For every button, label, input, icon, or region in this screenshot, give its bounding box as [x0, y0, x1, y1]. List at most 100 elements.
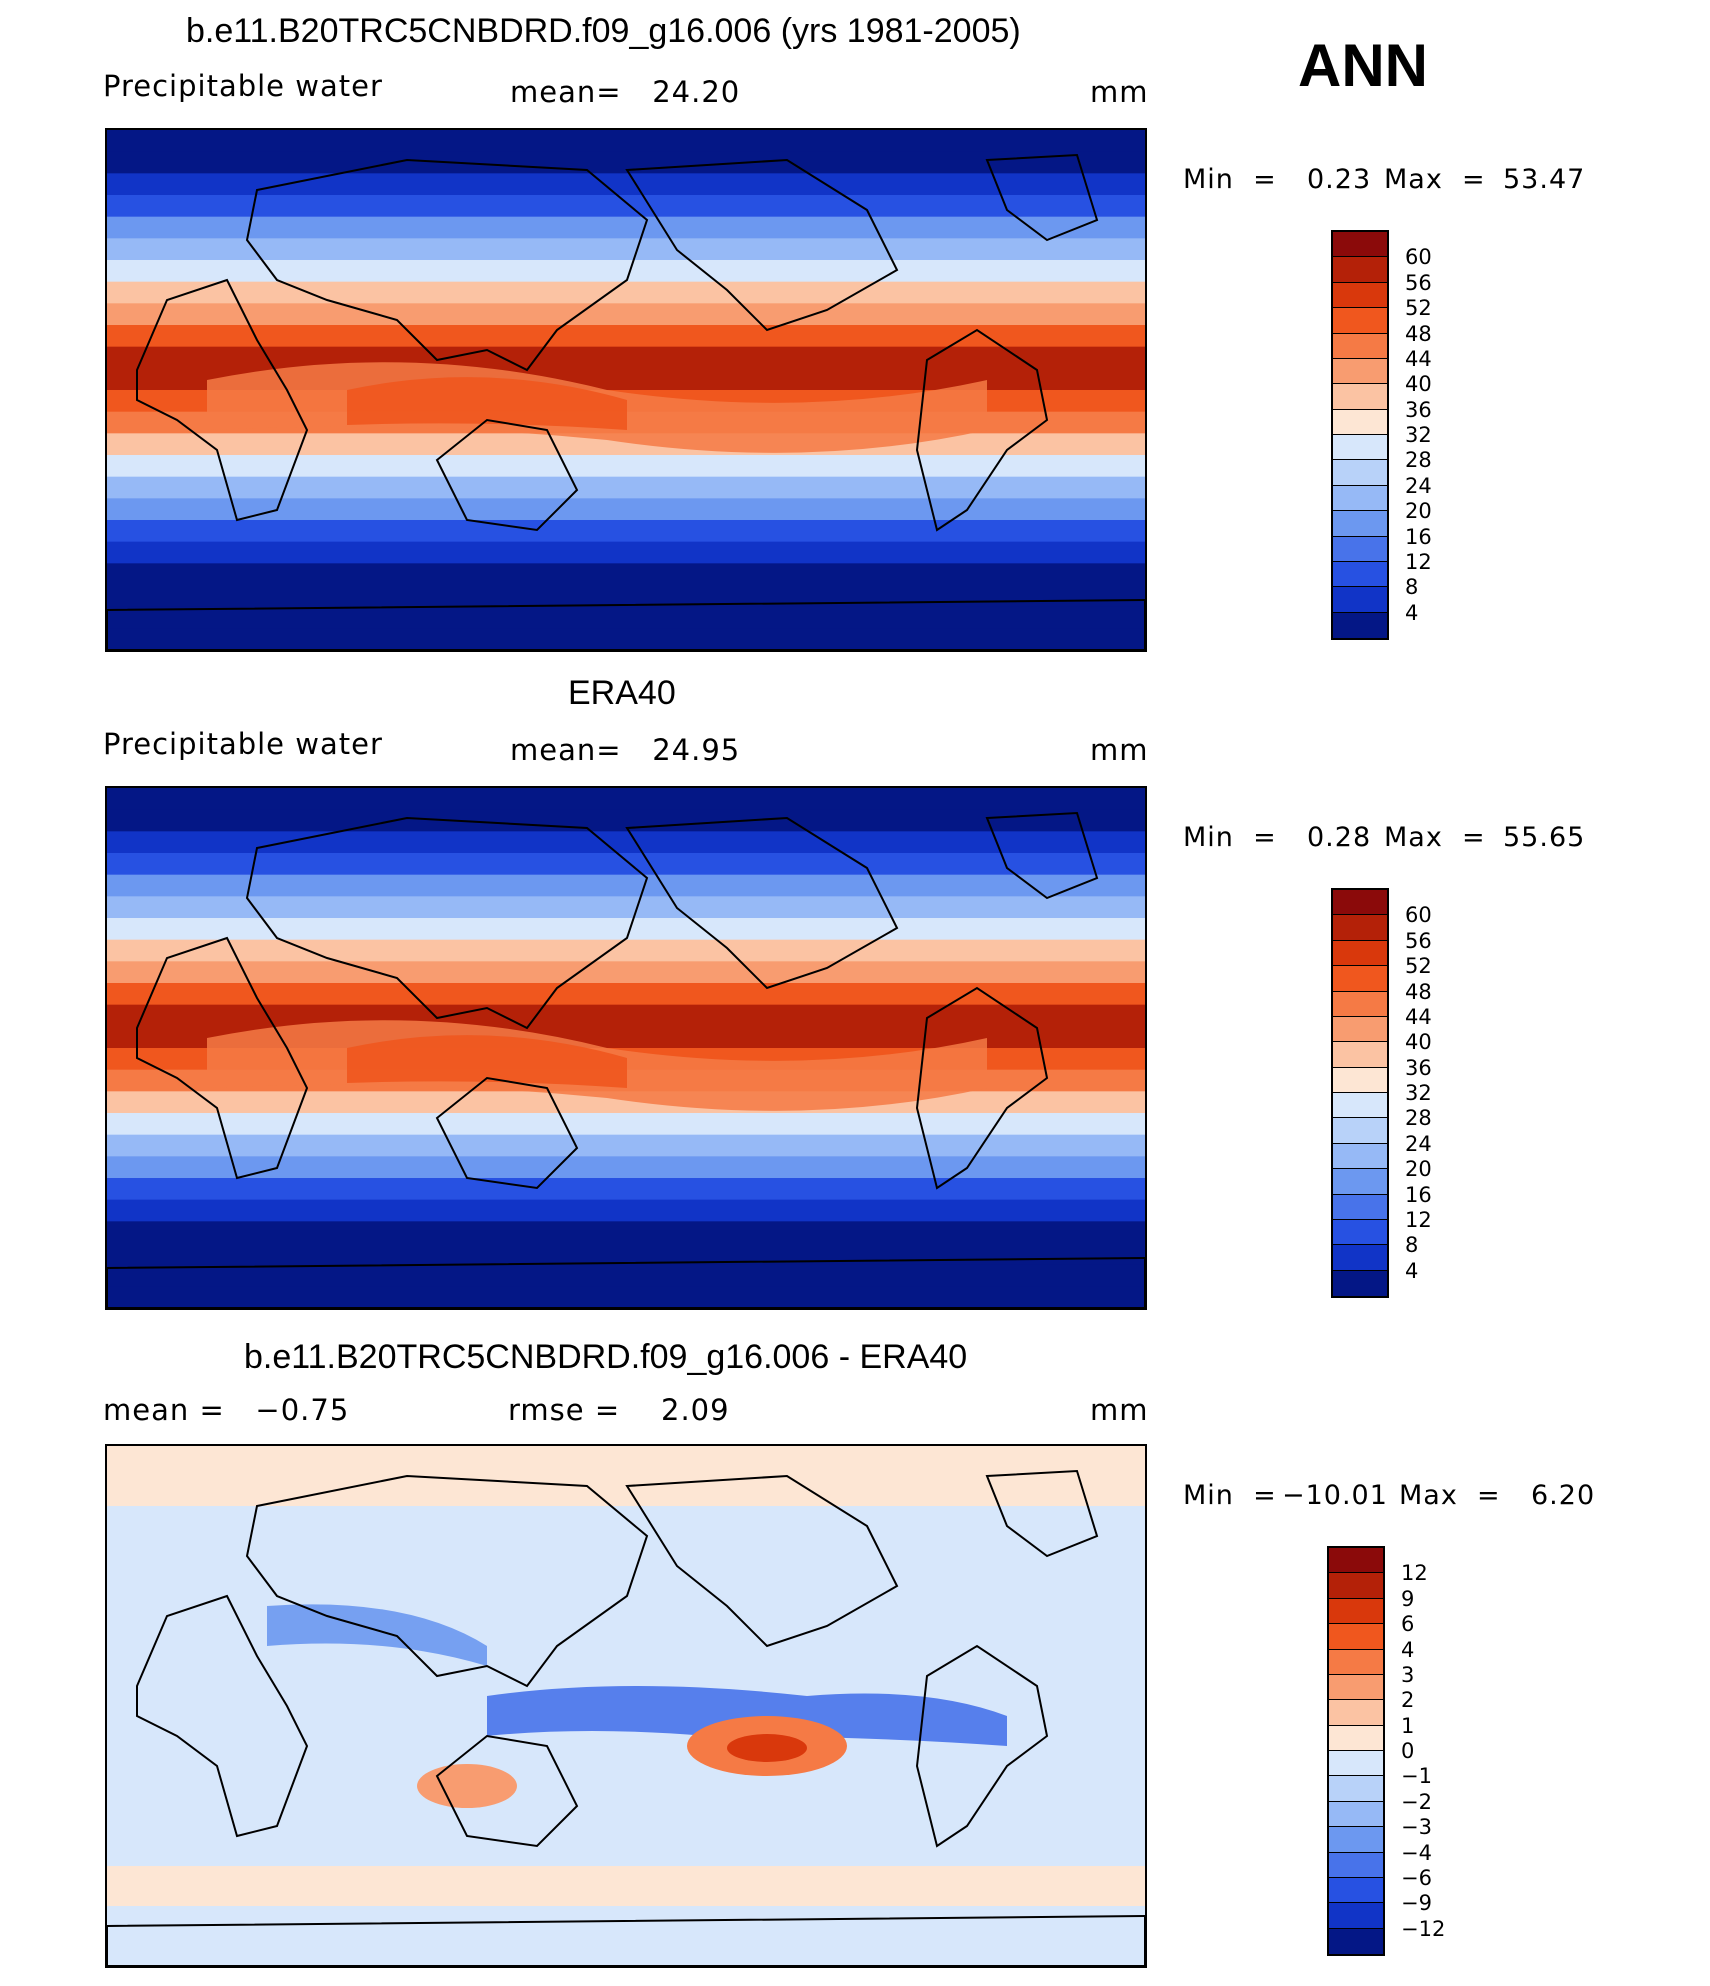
panel1-mean: mean= 24.20 — [510, 75, 741, 109]
field-band — [107, 831, 1145, 854]
panel1-min-label: Min = — [1183, 164, 1277, 195]
coastline — [435, 1076, 579, 1190]
panel2-max-label: Max = — [1384, 822, 1486, 853]
field-band — [107, 476, 1145, 500]
colorbar-tick-label: 56 — [1405, 270, 1432, 295]
colorbar-tick-label: 56 — [1405, 928, 1432, 953]
field-band — [107, 173, 1145, 196]
colorbar-swatch — [1333, 460, 1387, 486]
colorbar-swatch — [1329, 1573, 1383, 1599]
field-band — [107, 303, 1145, 326]
colorbar-swatch — [1333, 1245, 1387, 1271]
colorbar-swatch — [1333, 561, 1387, 588]
negative-anomaly-band — [487, 1686, 1007, 1746]
colorbar-tick-label: −3 — [1401, 1815, 1432, 1840]
colorbar-swatch — [1329, 1700, 1383, 1726]
colorbar-swatch — [1333, 991, 1387, 1017]
colorbar-tick-label: 12 — [1405, 549, 1432, 574]
colorbar-tick-label: 52 — [1405, 296, 1432, 321]
positive-anomaly-core — [727, 1734, 807, 1762]
colorbar-tick-label: 16 — [1405, 1182, 1432, 1207]
field-band — [107, 520, 1145, 543]
panel1-variable-label: Precipitable water — [103, 69, 383, 103]
coastline — [985, 1469, 1099, 1558]
field-band — [107, 455, 1145, 478]
coastlines — [107, 811, 1145, 1308]
panel2-title: ERA40 — [568, 674, 676, 712]
colorbar-swatch — [1329, 1751, 1383, 1777]
colorbar-tick-label: 4 — [1405, 1258, 1419, 1283]
colorbar-swatch — [1333, 587, 1387, 613]
colorbar-tick-label: 20 — [1405, 499, 1432, 524]
panel1-max-value: 53.47 — [1503, 164, 1586, 195]
coastline — [915, 1644, 1049, 1848]
colorbar-swatch — [1333, 1169, 1387, 1195]
colorbar-swatch — [1329, 1649, 1383, 1675]
coastline — [136, 278, 309, 522]
warm-pool-maximum — [347, 1035, 627, 1088]
colorbar-tick-label: 28 — [1405, 448, 1432, 473]
field-band — [107, 238, 1145, 261]
panel1-min-value: 0.23 — [1307, 164, 1372, 195]
colorbar-swatch — [1329, 1801, 1383, 1828]
panel2-colorbar — [1331, 888, 1389, 1298]
colorbar-swatch — [1333, 384, 1387, 410]
coastline — [625, 1474, 899, 1648]
panel3-min-label: Min = — [1183, 1480, 1277, 1511]
colorbar-swatch — [1333, 511, 1387, 537]
field-band — [107, 628, 1145, 650]
colorbar-tick-label: 48 — [1405, 979, 1432, 1004]
colorbar-swatch — [1333, 1270, 1387, 1296]
panel3-max-value: 6.20 — [1531, 1480, 1596, 1511]
colorbar-swatch — [1333, 282, 1387, 309]
colorbar-tick-label: 44 — [1405, 1004, 1432, 1029]
field-bands — [107, 1446, 1145, 1966]
colorbar-swatch — [1333, 232, 1387, 258]
panel1-colorbar — [1331, 230, 1389, 640]
colorbar-swatch — [1333, 485, 1387, 512]
colorbar-swatch — [1329, 1852, 1383, 1878]
colorbar-tick-label: 20 — [1405, 1157, 1432, 1182]
field-band — [107, 1178, 1145, 1201]
colorbar-tick-label: 1 — [1401, 1713, 1415, 1738]
field-band — [107, 216, 1145, 240]
field-band — [107, 874, 1145, 898]
field-band — [107, 1134, 1145, 1158]
warm-pool-maximum — [347, 377, 627, 430]
field-band — [107, 896, 1145, 919]
panel1-map — [105, 128, 1147, 652]
field-band — [107, 939, 1145, 963]
coastline — [107, 1914, 1145, 1966]
panel2-min-label: Min = — [1183, 822, 1277, 853]
colorbar-tick-label: 40 — [1405, 372, 1432, 397]
colorbar-swatch — [1333, 1143, 1387, 1170]
field-band — [107, 983, 1145, 1006]
colorbar-swatch — [1333, 1194, 1387, 1220]
colorbar-tick-label: 12 — [1405, 1207, 1432, 1232]
field-band — [107, 1113, 1145, 1136]
colorbar-tick-label: 4 — [1405, 600, 1419, 625]
field-bands — [107, 788, 1145, 1308]
colorbar-swatch — [1329, 1725, 1383, 1751]
colorbar-tick-label: 2 — [1401, 1688, 1415, 1713]
field-band — [107, 498, 1145, 521]
field-band — [107, 130, 1145, 153]
season-label: ANN — [1298, 32, 1428, 99]
colorbar-swatch — [1333, 333, 1387, 359]
field-band — [107, 1156, 1145, 1179]
field-band — [107, 961, 1145, 984]
colorbar-tick-label: 60 — [1405, 245, 1432, 270]
colorbar-swatch — [1333, 435, 1387, 461]
colorbar-tick-label: 3 — [1401, 1662, 1415, 1687]
coastline — [985, 811, 1099, 900]
colorbar-tick-label: 32 — [1405, 423, 1432, 447]
panel1-title: b.e11.B20TRC5CNBDRD.f09_g16.006 (yrs 198… — [186, 12, 1021, 50]
colorbar-tick-label: 24 — [1405, 1131, 1432, 1156]
colorbar-tick-label: −2 — [1401, 1789, 1432, 1814]
field-band — [107, 918, 1145, 941]
colorbar-swatch — [1333, 966, 1387, 992]
field-band — [107, 325, 1145, 348]
colorbar-swatch — [1333, 1042, 1387, 1068]
colorbar-tick-label: 9 — [1401, 1586, 1415, 1611]
field-band — [107, 809, 1145, 833]
